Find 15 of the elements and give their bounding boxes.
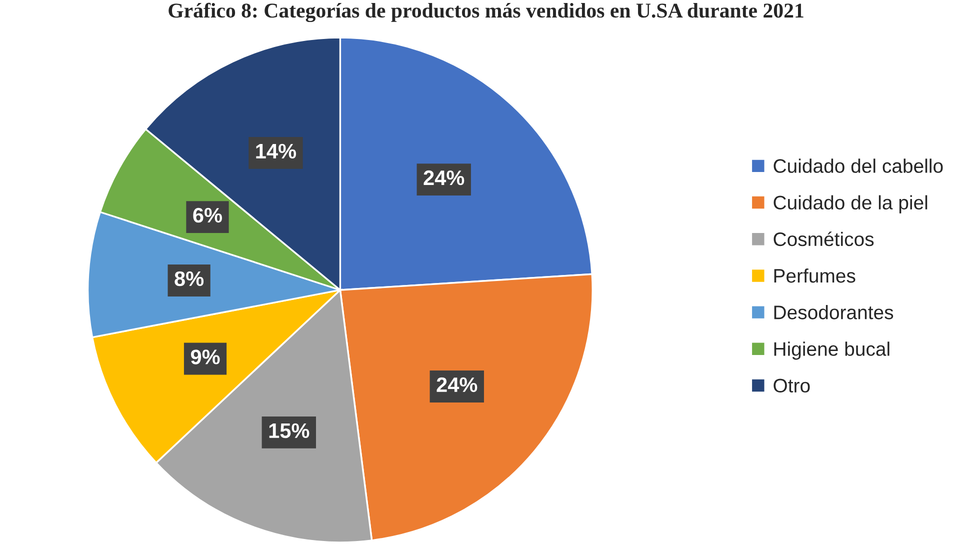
data-label: 6% xyxy=(193,208,222,223)
legend-label: Perfumes xyxy=(774,268,856,283)
legend-label: Otro xyxy=(774,378,810,393)
data-label: 15% xyxy=(269,423,310,438)
data-label: 24% xyxy=(424,170,464,186)
data-label: 24% xyxy=(436,377,478,392)
legend-label: Desodorantes xyxy=(774,305,894,320)
data-label: 9% xyxy=(190,350,220,364)
legend-label: Cosméticos xyxy=(774,232,874,246)
legend-label: Cuidado de la piel xyxy=(774,195,928,214)
legend-label: Cuidado del cabello xyxy=(774,158,943,173)
chart-title: Gráfico 8: Categorías de productos más vendidos en U.SA durante 2021 xyxy=(168,2,804,22)
legend-label: Higiene bucal xyxy=(774,342,890,360)
data-label: 8% xyxy=(174,271,204,286)
data-label: 14% xyxy=(256,144,296,159)
